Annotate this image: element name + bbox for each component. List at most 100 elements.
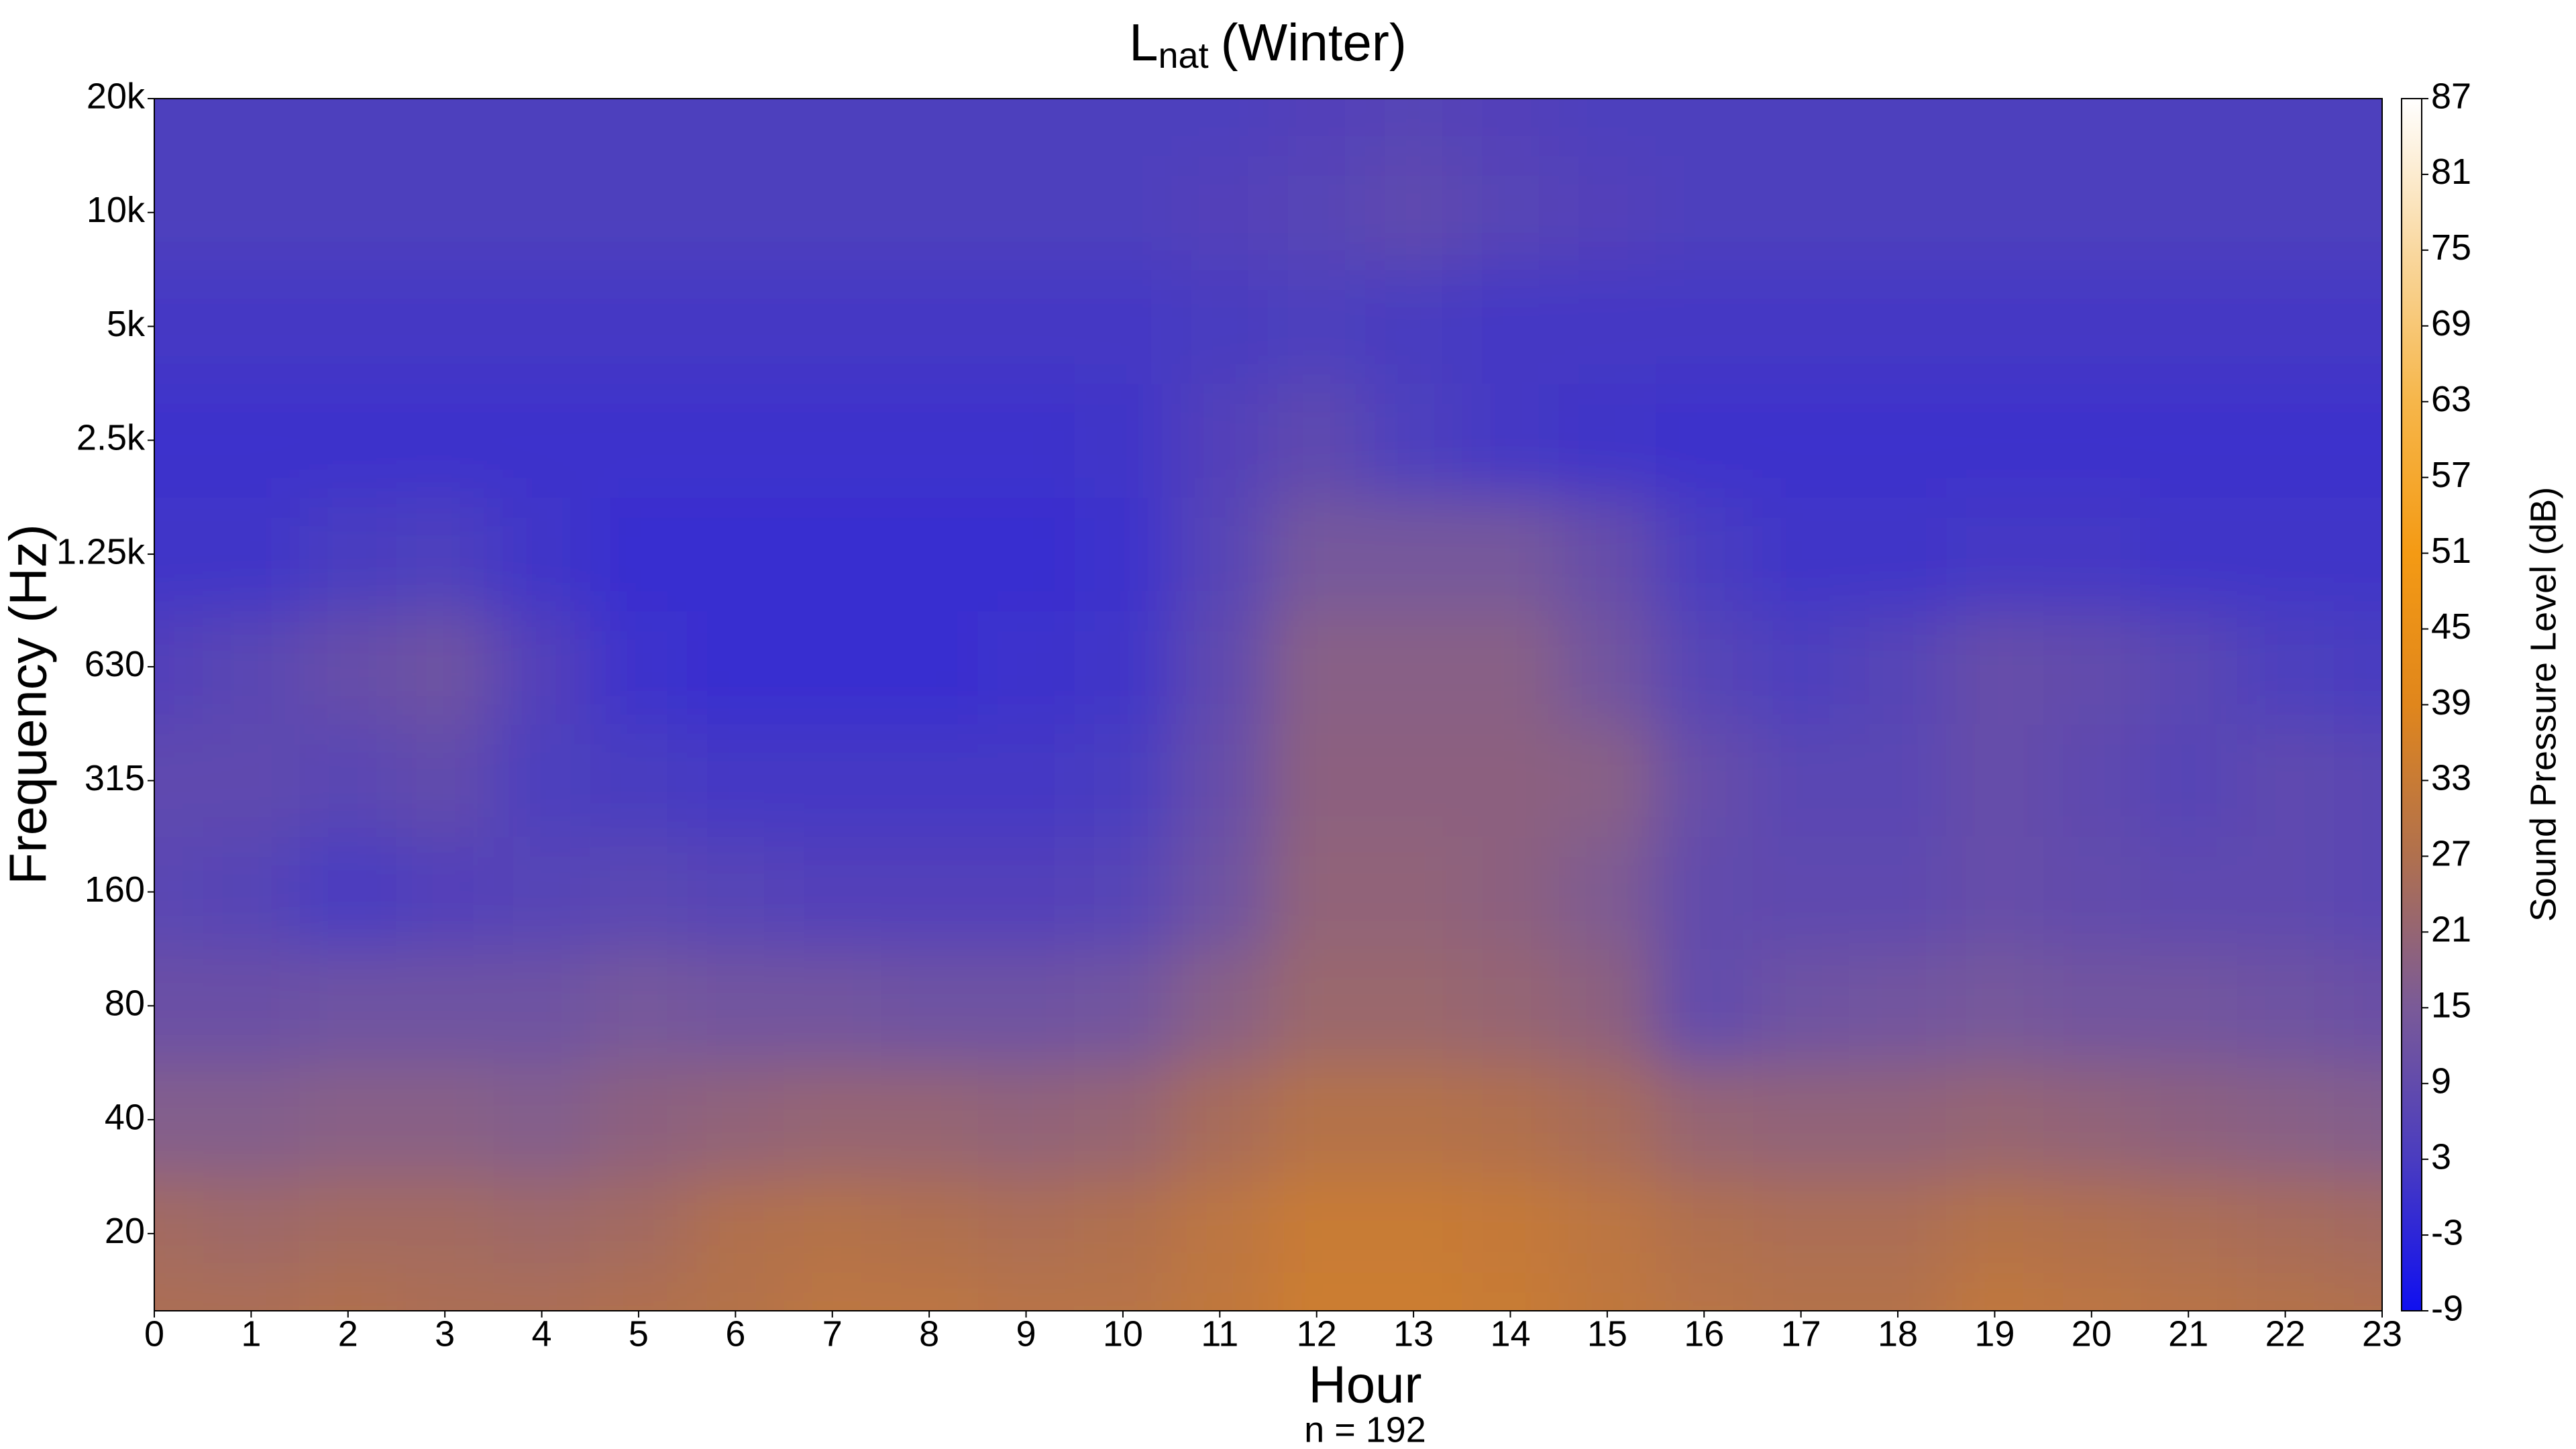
heatmap-cell <box>2043 383 2141 498</box>
heatmap-cell <box>1364 723 1463 837</box>
x-tick-label: 13 <box>1393 1313 1434 1354</box>
heatmap-cell <box>203 383 301 498</box>
heatmap-cell <box>590 1272 688 1311</box>
heatmap-cell <box>203 497 301 611</box>
heatmap-cell <box>1268 1063 1366 1177</box>
heatmap-cell <box>1268 949 1366 1064</box>
heatmap-cell <box>2140 1063 2238 1177</box>
heatmap-cell <box>590 836 688 950</box>
y-axis-title: Frequency (Hz) <box>0 524 58 884</box>
heatmap-cell <box>1656 836 1754 950</box>
heatmap-cell <box>1462 723 1560 837</box>
heatmap-cell <box>1462 1272 1560 1311</box>
heatmap-cell <box>203 723 301 837</box>
heatmap-cell <box>2140 269 2238 384</box>
title-main: L <box>1129 13 1158 72</box>
heatmap-cell <box>590 383 688 498</box>
x-axis-title: Hour <box>1308 1355 1421 1414</box>
heatmap-cell <box>203 99 301 156</box>
heatmap-cell <box>493 155 591 270</box>
heatmap-cell <box>2043 723 2141 837</box>
heatmap-cell <box>880 99 979 156</box>
heatmap-cell <box>154 949 204 1064</box>
heatmap-cell <box>784 497 881 611</box>
chart-title: Lnat (Winter) <box>1129 13 1407 76</box>
x-tick-label: 14 <box>1490 1313 1530 1354</box>
heatmap-cell <box>2237 383 2334 498</box>
x-tick-label: 5 <box>629 1313 649 1354</box>
heatmap-cell <box>590 497 688 611</box>
heatmap-cell <box>2237 155 2334 270</box>
colorbar-tick-label: 75 <box>2431 227 2471 268</box>
heatmap-cell <box>2043 1176 2141 1273</box>
heatmap-cell <box>2140 610 2238 724</box>
colorbar-tick-label: 51 <box>2431 531 2471 571</box>
y-tick-label: 10k <box>87 190 146 230</box>
heatmap-cell <box>2333 383 2382 498</box>
heatmap-cell <box>1656 949 1754 1064</box>
colorbar-tick-label: 21 <box>2431 910 2471 950</box>
heatmap-cell <box>2140 383 2238 498</box>
heatmap-cell <box>1171 1176 1269 1273</box>
heatmap-cell <box>299 610 397 724</box>
heatmap-cell <box>2237 610 2334 724</box>
heatmap-cell <box>2043 949 2141 1064</box>
heatmap-cell <box>299 269 397 384</box>
heatmap-cell <box>1171 836 1269 950</box>
heatmap-cell <box>299 1063 397 1177</box>
heatmap-cell <box>154 1063 204 1177</box>
heatmap-cell <box>2043 1272 2141 1311</box>
heatmap-cell <box>1656 497 1754 611</box>
heatmap-cell <box>2237 723 2334 837</box>
heatmap-cell <box>1849 1272 1947 1311</box>
heatmap-cell <box>1946 269 2044 384</box>
heatmap-cell <box>299 99 397 156</box>
heatmap-cell <box>1946 1272 2044 1311</box>
colorbar-tick-label: 9 <box>2431 1061 2451 1101</box>
heatmap-cell <box>880 1063 979 1177</box>
heatmap-cell <box>1849 949 1947 1064</box>
heatmap-cell <box>1752 1176 1850 1273</box>
heatmap-cell <box>784 723 881 837</box>
heatmap-cell <box>2237 836 2334 950</box>
heatmap-cell <box>396 383 494 498</box>
heatmap-cell <box>1656 1063 1754 1177</box>
heatmap-cell <box>1268 610 1366 724</box>
heatmap-cell <box>1849 383 1947 498</box>
heatmap-cell <box>1268 836 1366 950</box>
heatmap-cell <box>1364 269 1463 384</box>
heatmap-cell <box>203 1176 301 1273</box>
y-tick-label: 80 <box>105 983 145 1024</box>
heatmap-cell <box>1171 723 1269 837</box>
heatmap-cell <box>203 155 301 270</box>
heatmap-cell <box>299 949 397 1064</box>
heatmap-cell <box>1558 1063 1657 1177</box>
heatmap-cell <box>1558 723 1657 837</box>
heatmap-cell <box>1752 1063 1850 1177</box>
heatmap-cell <box>1558 497 1657 611</box>
heatmap-cell <box>1364 1176 1463 1273</box>
heatmap-cell <box>784 836 881 950</box>
heatmap-cell <box>493 269 591 384</box>
heatmap-cell <box>203 269 301 384</box>
heatmap-cell <box>880 723 979 837</box>
heatmap-cell <box>299 723 397 837</box>
heatmap-cell <box>1752 723 1850 837</box>
heatmap-cell <box>1268 723 1366 837</box>
heatmap-cell <box>1656 269 1754 384</box>
heatmap-cell <box>590 1176 688 1273</box>
heatmap-cell <box>977 1272 1075 1311</box>
heatmap-cell <box>1558 1272 1657 1311</box>
heatmap-cell <box>2333 497 2382 611</box>
heatmap-cell <box>977 269 1075 384</box>
heatmap-cell <box>1656 99 1754 156</box>
heatmap-cell <box>2237 99 2334 156</box>
heatmap-cells <box>154 99 2382 1311</box>
heatmap-cell <box>1656 155 1754 270</box>
heatmap-cell <box>1268 1272 1366 1311</box>
heatmap-cell <box>2333 723 2382 837</box>
heatmap-cell <box>590 155 688 270</box>
heatmap-cell <box>1462 949 1560 1064</box>
heatmap-cell <box>2333 949 2382 1064</box>
heatmap-cell <box>2333 1176 2382 1273</box>
